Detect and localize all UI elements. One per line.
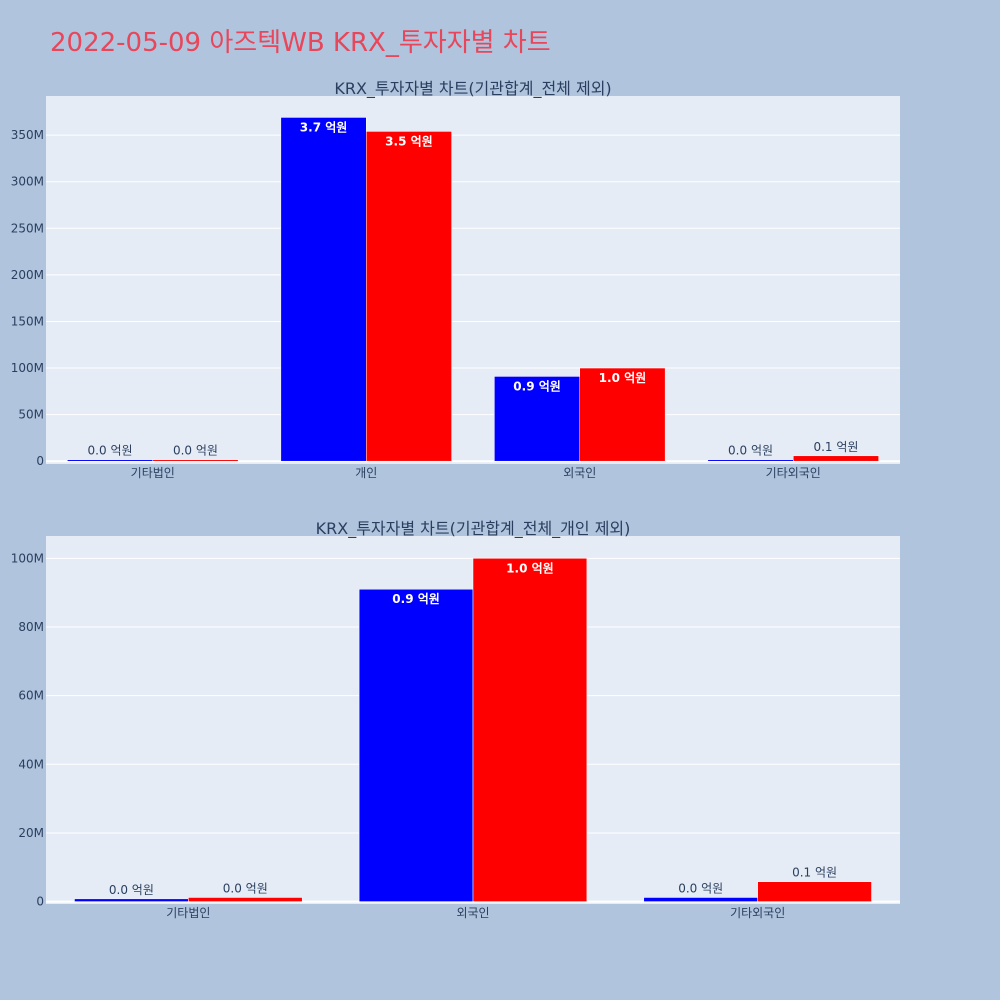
chart-top-bar <box>579 367 666 462</box>
chart-top-xtick-label: 개인 <box>355 466 377 480</box>
chart-top-title: KRX_투자자별 차트(기관합계_전체 제외) <box>334 79 611 99</box>
chart-top-ytick-label: 0 <box>36 454 44 468</box>
chart-top-ytick-label: 300M <box>11 175 44 189</box>
chart-bottom-bar <box>472 558 588 902</box>
chart-bottom-ytick-label: 40M <box>18 757 44 771</box>
chart-top-bar-label: 0.0 억원 <box>728 444 773 458</box>
chart-bottom-ytick-label: 20M <box>18 826 44 840</box>
chart-bottom-bar-label: 0.0 억원 <box>223 881 268 895</box>
chart-bottom-bar <box>358 588 474 902</box>
chart-top-bar-label: 3.7 억원 <box>300 120 348 134</box>
chart-top-bar-label: 0.0 억원 <box>173 444 218 458</box>
chart-bottom-bar-label: 0.9 억원 <box>392 592 440 606</box>
chart-bottom-ytick-label: 60M <box>18 689 44 703</box>
chart-bottom-xtick-label: 기타법인 <box>166 906 210 920</box>
chart-top-xtick-label: 기타외국인 <box>766 466 821 480</box>
chart-bottom-bar <box>188 897 303 902</box>
chart-bottom-ytick-label: 80M <box>18 620 44 634</box>
chart-bottom-ytick-label: 0 <box>36 895 44 909</box>
chart-top-bar <box>707 459 794 462</box>
chart-bottom-bar <box>74 898 189 902</box>
chart-top-ytick-label: 50M <box>18 408 44 422</box>
chart-bottom-bar-label: 0.0 억원 <box>109 883 154 897</box>
chart-bottom-bar <box>757 881 872 902</box>
chart-bottom-ytick-label: 100M <box>11 551 44 565</box>
chart-top-ytick-label: 200M <box>11 268 44 282</box>
chart-bottom-xtick-label: 기타외국인 <box>730 906 785 920</box>
chart-bottom-title: KRX_투자자별 차트(기관합계_전체_개인 제외) <box>316 519 631 539</box>
chart-top-ytick-label: 150M <box>11 314 44 328</box>
chart-top-ytick-label: 250M <box>11 221 44 235</box>
chart-bottom-xtick-label: 외국인 <box>456 906 489 920</box>
chart-bottom: 0 20M 40M 60M 80M 100M KRX_투자자별 차트(기관합계_전체_개인 … <box>11 519 900 920</box>
chart-bottom-bar-label: 0.1 억원 <box>792 866 837 880</box>
chart-top-bar-label: 0.0 억원 <box>88 444 133 458</box>
chart-top-xtick-label: 기타법인 <box>131 466 175 480</box>
chart-top-xtick-label: 외국인 <box>563 466 596 480</box>
chart-top-bar <box>366 131 452 462</box>
chart-top-plot-area <box>46 96 900 464</box>
chart-top: 0 50M 100M 150M 200M 250M 300M 350M KRX_투자자별 차트(… <box>11 79 900 480</box>
chart-top-bar <box>280 117 367 462</box>
chart-top-ytick-label: 350M <box>11 128 44 142</box>
chart-top-bar-label: 0.1 억원 <box>813 440 858 454</box>
chart-top-ytick-label: 100M <box>11 361 44 375</box>
chart-bottom-bar-label: 1.0 억원 <box>506 561 554 575</box>
chart-top-bar <box>494 376 581 462</box>
chart-top-bar-label: 1.0 억원 <box>599 371 647 385</box>
chart-top-bar-label: 3.5 억원 <box>385 134 433 148</box>
chart-top-bar <box>152 459 239 462</box>
chart-top-bar-label: 0.9 억원 <box>513 379 561 393</box>
page-title: 2022-05-09 아즈텍WB KRX_투자자별 차트 <box>50 28 551 58</box>
chart-bottom-bar-label: 0.0 억원 <box>678 881 723 895</box>
chart-top-bar <box>67 459 153 462</box>
chart-top-bar <box>793 455 879 462</box>
chart-bottom-bar <box>643 897 758 902</box>
